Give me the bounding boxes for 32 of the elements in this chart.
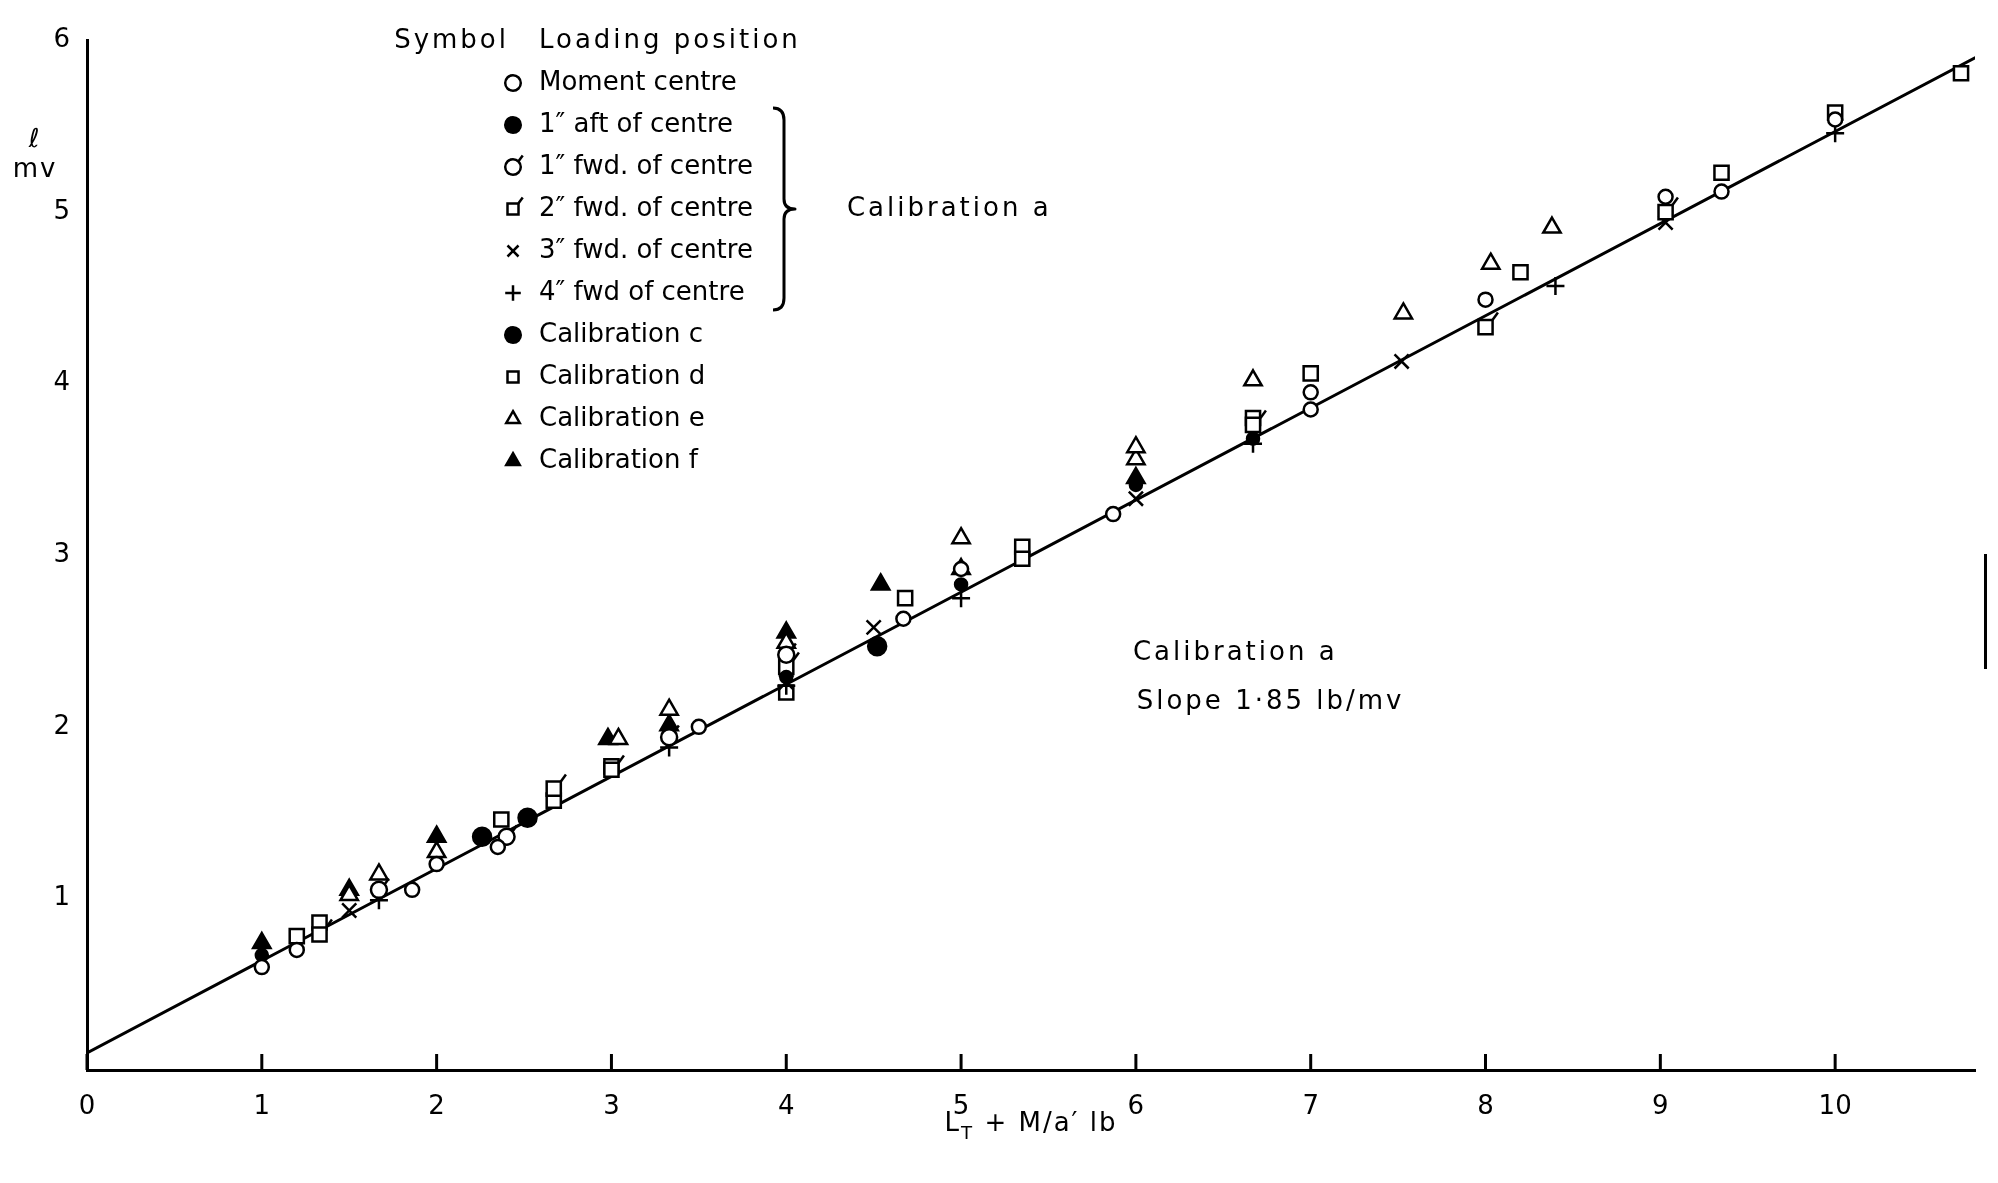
legend-label: 4″ fwd of centre [539, 275, 745, 306]
legend-label: Calibration f [539, 443, 699, 474]
annotation: Calibration a [846, 191, 1052, 222]
y-tick-label: 2 [53, 709, 70, 740]
legend-label: Calibration d [539, 359, 706, 390]
x-tick-label: 9 [1652, 1090, 1669, 1121]
legend-label: 3″ fwd. of centre [539, 233, 753, 264]
x-tick-label: 8 [1477, 1090, 1494, 1121]
y-tick-label: 6 [53, 23, 70, 54]
x-tick-label: 4 [777, 1090, 795, 1121]
annotation: Slope 1·85 lb/mv [1136, 685, 1405, 716]
y-tick-label: 3 [53, 538, 70, 569]
legend-label: Moment centre [539, 65, 737, 96]
y-tick-label: 1 [53, 881, 70, 912]
legend-label: 1″ aft of centre [539, 107, 734, 138]
x-tick-label: 0 [78, 1090, 96, 1121]
x-tick-label: 7 [1302, 1090, 1319, 1121]
y-axis-title: ℓ mv [12, 123, 58, 184]
x-tick-label: 1 [253, 1090, 271, 1121]
x-tick-label: 10 [1818, 1090, 1852, 1121]
x-tick-label: 6 [1127, 1090, 1145, 1121]
x-tick-label: 2 [428, 1090, 445, 1121]
annotation: Symbol [394, 23, 510, 54]
legend-label: Calibration c [539, 317, 704, 348]
annotation: Calibration a [1132, 635, 1338, 666]
legend-label: 1″ fwd. of centre [539, 149, 753, 180]
legend-label: Calibration e [539, 401, 705, 432]
x-tick-label: 3 [603, 1090, 620, 1121]
legend-label: 2″ fwd. of centre [539, 191, 753, 222]
legend-title: Loading position [539, 23, 801, 54]
y-tick-label: 4 [53, 366, 70, 397]
y-tick-label: 5 [53, 194, 70, 225]
